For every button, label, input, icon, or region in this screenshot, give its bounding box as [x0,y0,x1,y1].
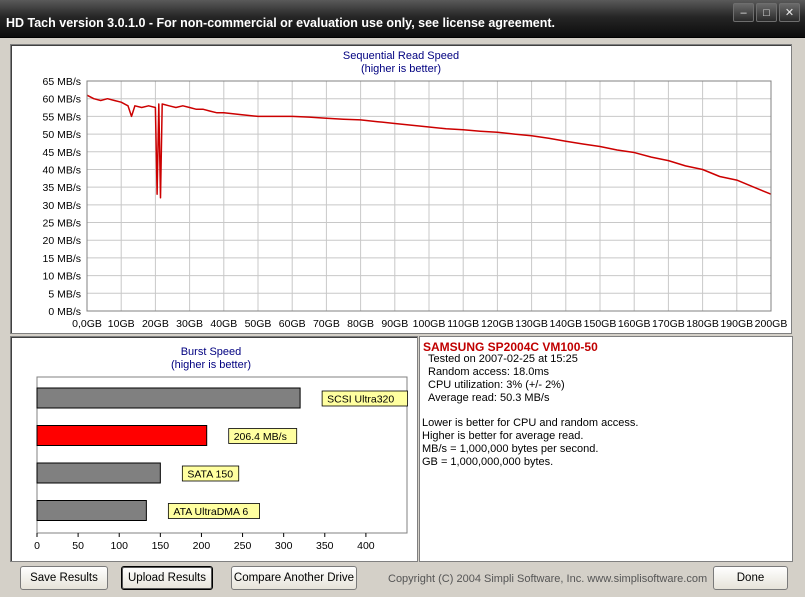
copyright-text: Copyright (C) 2004 Simpli Software, Inc.… [388,573,708,585]
done-label: Done [736,572,765,584]
burst-bar [36,387,301,409]
seq-xtick-label: 40GB [210,318,237,330]
seq-ytick-label: 55 MB/s [42,111,81,123]
burst-bar-label-box [181,465,240,482]
minimize-icon[interactable]: – [733,3,754,22]
seq-ytick-label: 50 MB/s [42,129,81,141]
burst-speed-panel: Burst Speed (higher is better) 0 50 100 150… [10,336,418,562]
upload-results-button[interactable]: Upload Results [121,566,213,590]
seq-xtick-label: 80GB [347,318,374,330]
seq-ytick-label: 15 MB/s [42,253,81,265]
seq-xtick-label: 30GB [176,318,203,330]
done-button[interactable]: Done [713,566,788,590]
seq-xtick-label: 200GB [755,318,788,330]
note-lower-better: Lower is better for CPU and random acces… [422,417,639,429]
tested-date: Tested on 2007-02-25 at 15:25 [428,353,578,365]
burst-xtick-label: 0 [34,540,40,552]
seq-ytick-label: 40 MB/s [42,164,81,176]
seq-xtick-label: 170GB [652,318,685,330]
burst-bar [36,425,208,446]
burst-xtick-label: 200 [193,540,211,552]
burst-xtick-label: 350 [316,540,334,552]
burst-bar-label: ATA UltraDMA 6 [173,506,248,518]
random-access-value: Random access: 18.0ms [428,366,550,378]
note-higher-better: Higher is better for average read. [422,430,584,442]
window-title: HD Tach version 3.0.1.0 - For non-commer… [6,16,556,30]
seq-xtick-label: 10GB [108,318,135,330]
client-area: Sequential Read Speed (higher is better)… [4,38,801,595]
close-icon[interactable]: ✕ [779,3,800,22]
seq-xtick-label: 90GB [381,318,408,330]
save-results-button[interactable]: Save Results [20,566,108,590]
upload-results-label: Upload Results [128,572,206,584]
seq-xtick-label: 50GB [245,318,272,330]
title-bar[interactable]: HD Tach version 3.0.1.0 - For non-commer… [0,0,805,38]
seq-plot-border [86,80,772,312]
burst-bar-label-box [167,503,260,519]
seq-ytick-label: 0 MB/s [48,306,81,318]
seq-xtick-label: 0,0GB [72,318,102,330]
seq-xtick-label: 140GB [549,318,582,330]
burst-xtick-label: 400 [357,540,375,552]
seq-xtick-label: 120GB [481,318,514,330]
seq-ytick-label: 10 MB/s [42,271,81,283]
seq-xtick-label: 60GB [279,318,306,330]
note-gb-definition: GB = 1,000,000,000 bytes. [422,456,554,468]
cpu-utilization-value: CPU utilization: 3% (+/- 2%) [428,379,565,391]
seq-ytick-label: 20 MB/s [42,235,81,247]
burst-chart-title: Burst Speed [180,346,242,358]
seq-ytick-label: 65 MB/s [42,76,81,88]
seq-ytick-label: 60 MB/s [42,94,81,106]
seq-xtick-label: 110GB [447,318,479,330]
burst-bar-label: SATA 150 [187,469,233,481]
seq-ytick-label: 45 MB/s [42,147,81,159]
burst-bar [36,500,147,521]
results-info-panel: SAMSUNG SP2004C VM100-50 Tested on 2007-… [419,336,793,562]
seq-read-line [86,94,772,199]
compare-drive-label: Compare Another Drive [233,572,355,584]
seq-xtick-label: 100GB [413,318,446,330]
sequential-read-panel: Sequential Read Speed (higher is better)… [10,44,792,334]
compare-another-drive-button[interactable]: Compare Another Drive [231,566,357,590]
seq-chart-title: Sequential Read Speed [342,50,460,62]
burst-bar-label-box [228,428,298,444]
seq-xtick-label: 160GB [618,318,651,330]
burst-chart-subtitle: (higher is better) [170,359,252,371]
maximize-icon[interactable]: □ [756,3,777,22]
burst-speed-chart: 0 50 100 150 200 250 300 350 400 SCSI Ultra320 206… [34,376,408,552]
burst-bar-label: 206.4 MB/s [234,431,287,443]
save-results-label: Save Results [30,572,98,584]
seq-ytick-label: 30 MB/s [42,200,81,212]
burst-bar [36,462,161,484]
burst-xtick-label: 300 [275,540,293,552]
burst-xtick-label: 250 [234,540,252,552]
sequential-read-chart: 65 MB/s 60 MB/s 55 MB/s 50 MB/s 45 MB/s 40 MB… [42,76,788,330]
note-mbs-definition: MB/s = 1,000,000 bytes per second. [422,443,599,455]
burst-bar-label-box [321,390,408,407]
burst-xtick-label: 100 [110,540,128,552]
seq-ytick-label: 25 MB/s [42,218,81,230]
seq-xtick-label: 130GB [515,318,548,330]
seq-ytick-label: 35 MB/s [42,182,81,194]
seq-chart-subtitle: (higher is better) [360,63,442,75]
seq-xtick-label: 190GB [720,318,753,330]
seq-ytick-label: 5 MB/s [48,288,81,300]
drive-model: SAMSUNG SP2004C VM100-50 [423,340,598,354]
burst-bar-label: SCSI Ultra320 [327,394,394,406]
average-read-value: Average read: 50.3 MB/s [428,392,550,404]
burst-xtick-label: 150 [152,540,170,552]
seq-xtick-label: 150GB [584,318,617,330]
seq-xtick-label: 70GB [313,318,340,330]
seq-xtick-label: 180GB [686,318,719,330]
burst-xtick-label: 50 [72,540,84,552]
seq-xtick-label: 20GB [142,318,169,330]
